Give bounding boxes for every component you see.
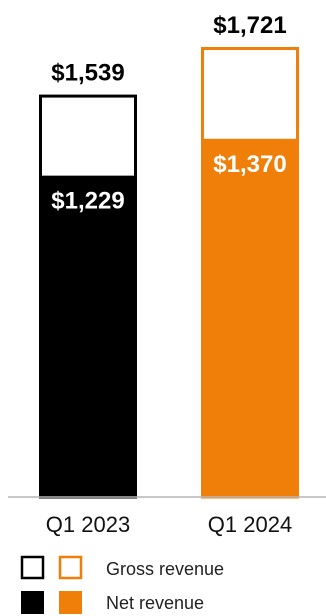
gross-value-label-2: $1,721 <box>213 12 286 39</box>
legend: Gross revenue Net revenue <box>20 555 224 614</box>
category-label-2: Q1 2024 <box>208 512 292 537</box>
bars-layer <box>39 47 299 499</box>
value-labels-layer: $1,539 $1,229 $1,721 $1,370 <box>51 12 286 215</box>
legend-gross-label: Gross revenue <box>106 559 224 579</box>
legend-net-swatch-black <box>21 591 44 614</box>
category-label-1: Q1 2023 <box>46 512 130 537</box>
category-labels-layer: Q1 2023 Q1 2024 <box>46 512 292 537</box>
net-value-label-2: $1,370 <box>213 151 286 178</box>
bar-net-2 <box>201 138 299 498</box>
net-value-label-1: $1,229 <box>51 188 124 215</box>
bar-net-1 <box>39 175 137 498</box>
legend-gross-swatch-orange <box>58 555 83 580</box>
legend-net-label: Net revenue <box>106 593 204 613</box>
legend-net-swatch-orange <box>59 591 82 614</box>
gross-value-label-1: $1,539 <box>51 60 124 87</box>
legend-gross-swatch-black <box>20 555 45 580</box>
